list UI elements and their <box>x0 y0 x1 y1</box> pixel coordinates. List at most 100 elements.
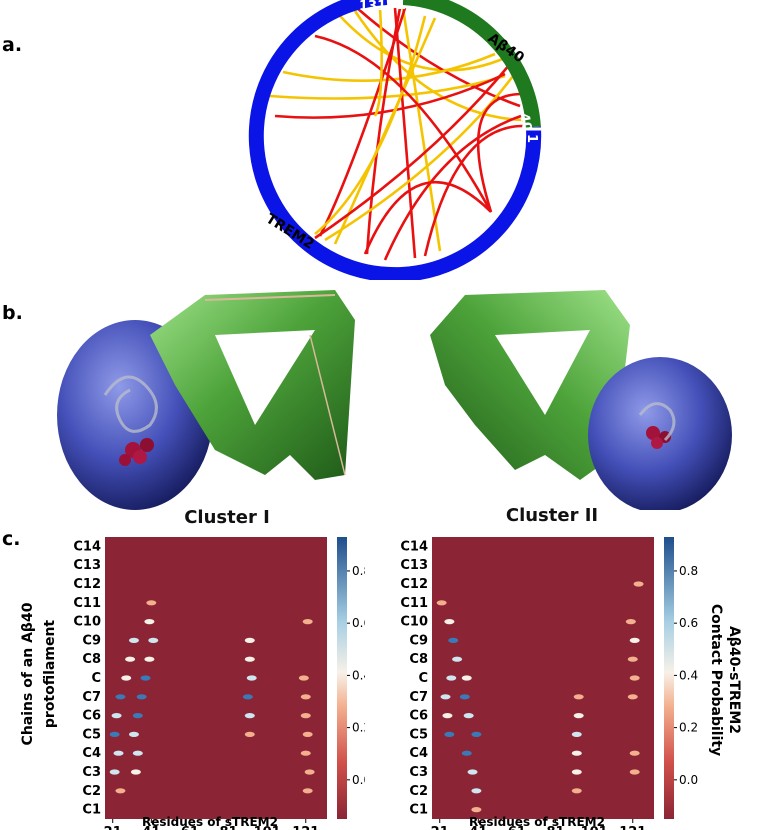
contact-spot <box>136 694 147 700</box>
contact-spot <box>446 675 457 681</box>
contact-spot <box>444 619 455 625</box>
heatmap-background <box>105 537 327 819</box>
colorbar <box>337 537 347 819</box>
y-tick-label: C <box>418 671 428 686</box>
y-tick-label: C2 <box>82 784 101 799</box>
contact-spot <box>452 656 463 662</box>
contact-spot <box>467 769 478 775</box>
x-tick-label: 101 <box>254 825 281 830</box>
contact-spot <box>625 619 636 625</box>
cluster2-render <box>430 290 732 510</box>
contact-spot <box>244 656 255 662</box>
contact-spot <box>300 750 311 756</box>
contact-spot <box>444 731 455 737</box>
x-tick-label: 101 <box>581 825 608 830</box>
link <box>476 92 521 213</box>
y-tick-label: C7 <box>82 690 101 705</box>
contact-spot <box>242 694 253 700</box>
link <box>274 72 506 119</box>
link <box>393 7 417 259</box>
y-tick-label: C1 <box>409 803 428 818</box>
contact-spot <box>244 637 255 643</box>
y-tick-label: C10 <box>73 615 101 630</box>
heatmap-cluster1: C14 C13 C12 C11 C10 C9 C8 C C7 C6 C5 C4 C3 C2 C1 0.8 0.… <box>73 537 365 830</box>
colorbar-tick-label: 0.4 <box>352 668 365 682</box>
y-tick-label: C8 <box>409 652 428 667</box>
contact-spot <box>571 788 582 794</box>
colorbar-tick-label: 0.2 <box>352 721 365 735</box>
contact-spot <box>140 675 151 681</box>
contact-spot <box>144 619 155 625</box>
y-tick-label: C12 <box>73 577 101 592</box>
cbar-label-line2: Contact Probability <box>708 604 724 756</box>
contact-spot <box>109 769 120 775</box>
contact-spot <box>461 675 472 681</box>
fibril-hole <box>495 330 590 415</box>
contact-spot <box>244 713 255 719</box>
contact-spot <box>302 619 313 625</box>
y-tick-label: C11 <box>400 596 428 611</box>
contact-spot <box>463 713 474 719</box>
heatmap-cluster2: C14 C13 C12 C11 C10 C9 C8 C C7 C6 C5 C4 C3 C2 C1 0.8 0.… <box>400 537 742 830</box>
y-tick-label: C4 <box>82 746 101 761</box>
colorbar-tick-label: 0.4 <box>679 668 698 682</box>
y-axis-title-line2: protofilament <box>42 620 58 729</box>
contact-spot <box>128 731 139 737</box>
y-tick-label: C12 <box>400 577 428 592</box>
contact-spot <box>629 675 640 681</box>
trem2-surface <box>588 357 732 510</box>
colorbar-tick-label: 0.8 <box>679 564 698 578</box>
x-tick-label: 61 <box>508 825 526 830</box>
colorbar-tick-label: 0.6 <box>679 616 698 630</box>
colorbar-tick-label: 0.2 <box>679 721 698 735</box>
y-tick-label: C14 <box>400 539 428 554</box>
chord-links <box>269 7 524 261</box>
contact-spot <box>440 694 451 700</box>
y-tick-label: C4 <box>409 746 428 761</box>
contact-spot <box>128 637 139 643</box>
contact-spot <box>436 600 447 606</box>
link <box>314 34 493 213</box>
x-tick-label: 81 <box>547 825 565 830</box>
contact-spot <box>144 656 155 662</box>
contact-spot <box>629 750 640 756</box>
x-tick-label: 41 <box>469 825 487 830</box>
contact-spot <box>298 675 309 681</box>
link <box>373 7 383 117</box>
link <box>269 74 506 100</box>
chord-diagram: 131 1 Aβ40 40 1 TREM2 <box>248 0 542 280</box>
link <box>383 114 522 261</box>
x-tick-label: 41 <box>142 825 160 830</box>
link <box>333 17 437 245</box>
contact-spot <box>448 637 459 643</box>
y-tick-label: C8 <box>82 652 101 667</box>
contact-spot <box>471 731 482 737</box>
contact-spot <box>571 731 582 737</box>
contact-spot <box>244 731 255 737</box>
trem2-arc <box>248 0 542 280</box>
cluster2-title: Cluster II <box>505 505 599 526</box>
label-abeta-start: 1 <box>397 0 406 13</box>
contact-spot <box>115 788 126 794</box>
contact-spot <box>461 750 472 756</box>
contact-spot <box>627 694 638 700</box>
x-tick-label: 61 <box>181 825 199 830</box>
contact-spot <box>109 731 120 737</box>
contact-spot <box>121 675 132 681</box>
contact-spot <box>629 637 640 643</box>
colorbar-tick-label: 0.0 <box>679 773 698 787</box>
x-axis-title: Residues of sTREM2 <box>142 815 278 829</box>
y-tick-label: C9 <box>409 633 428 648</box>
contact-spot <box>146 600 157 606</box>
contact-spot <box>246 675 257 681</box>
y-tick-label: C6 <box>82 709 101 724</box>
link <box>318 7 407 237</box>
cluster1-title: Cluster I <box>184 507 270 528</box>
y-tick-label: C6 <box>409 709 428 724</box>
colorbar-tick-label: 0.0 <box>352 773 365 787</box>
contact-spot <box>300 713 311 719</box>
y-tick-label: C5 <box>409 727 428 742</box>
y-tick-label: C <box>91 671 101 686</box>
x-tick-label: 81 <box>220 825 238 830</box>
contact-spot <box>459 694 470 700</box>
